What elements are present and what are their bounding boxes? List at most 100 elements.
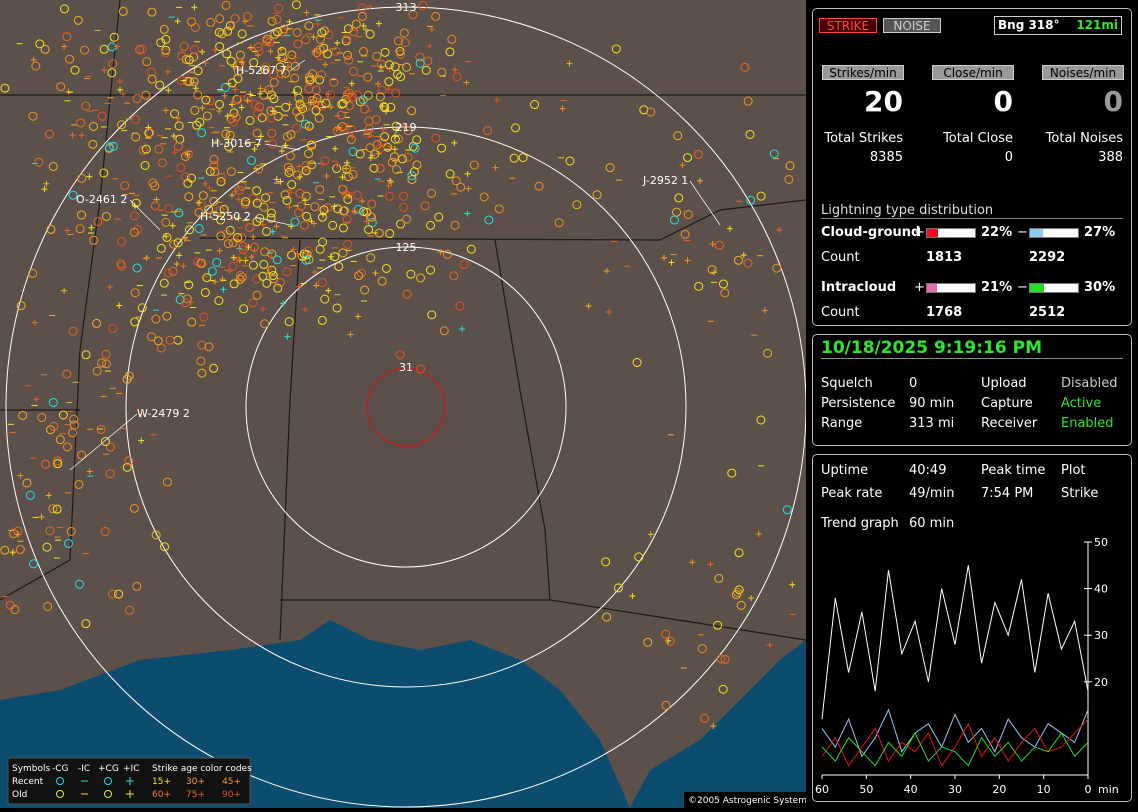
strike-symbol — [389, 152, 399, 162]
strike-symbol — [253, 108, 263, 118]
x-tick-label: 50 — [859, 783, 873, 796]
strike-symbol — [187, 17, 197, 27]
strike-symbol — [217, 173, 227, 183]
percent: 21% — [981, 280, 1013, 295]
strike-symbol — [129, 227, 139, 237]
count: 2512 — [1029, 305, 1066, 320]
rate-label: Noises/min — [1042, 65, 1124, 80]
strike-symbol — [709, 241, 716, 248]
strike-symbol — [154, 144, 164, 154]
strike-symbol — [286, 54, 296, 64]
strike-symbol — [232, 86, 239, 93]
strike-symbol — [451, 66, 458, 73]
strike-symbol — [215, 99, 225, 109]
strike-symbol — [278, 27, 288, 37]
strike-symbol — [334, 161, 341, 168]
strike-symbol — [338, 184, 348, 194]
strike-symbol — [603, 268, 610, 275]
strike-symbol — [73, 15, 83, 25]
strike-symbol — [281, 102, 291, 112]
strike-symbol — [789, 581, 796, 588]
strike-symbol — [62, 369, 72, 379]
strike-symbol — [25, 490, 35, 500]
strike-symbol — [447, 34, 457, 44]
strike-symbol — [304, 149, 314, 159]
strike-symbol — [338, 206, 348, 216]
strike-symbol — [74, 579, 84, 589]
strike-symbol — [459, 260, 469, 270]
strike-symbol — [164, 203, 174, 213]
x-tick-label: 20 — [992, 783, 1006, 796]
range-ring — [245, 246, 567, 568]
noise-button[interactable]: NOISE — [883, 18, 941, 33]
strike-symbol — [133, 225, 143, 235]
strike-symbol — [479, 192, 489, 202]
stat-label: Trend graph — [821, 516, 899, 531]
strike-symbol — [153, 336, 163, 346]
strike-symbol — [66, 526, 76, 536]
bearing: Bng 318° — [998, 18, 1060, 32]
strike-symbol — [745, 129, 755, 139]
copyright: ©2005 Astrogenic Systems — [688, 796, 806, 806]
borders — [0, 0, 806, 641]
strike-symbol — [534, 181, 544, 191]
strike-symbol — [311, 105, 321, 115]
strike-symbol — [328, 104, 335, 111]
strike-symbol — [331, 203, 338, 210]
strike-symbol — [130, 317, 140, 327]
strike-symbol — [328, 220, 338, 230]
strike-symbol — [392, 164, 402, 174]
strike-symbol — [451, 139, 458, 146]
strike-symbol — [270, 29, 280, 39]
strike-button[interactable]: STRIKE — [819, 18, 877, 33]
strike-symbol — [384, 191, 394, 201]
strike-symbol — [75, 224, 85, 234]
strike-symbol — [184, 192, 194, 202]
strike-symbol — [660, 254, 667, 261]
strike-symbol — [323, 172, 330, 179]
strike-symbol — [329, 77, 339, 87]
strike-symbol — [301, 102, 311, 112]
strike-symbol — [254, 52, 261, 59]
strike-symbol — [257, 113, 267, 123]
strike-symbol — [141, 144, 151, 154]
stat-label: Peak time — [981, 463, 1046, 478]
strike-symbol — [396, 219, 406, 229]
strike-symbol — [193, 90, 203, 100]
storm-label: O-2461 2 — [76, 193, 127, 206]
strike-symbol — [312, 48, 322, 58]
strike-symbol — [131, 198, 141, 208]
strike-symbol — [290, 246, 297, 253]
strike-symbol — [187, 317, 197, 327]
strike-symbol — [229, 279, 239, 289]
strike-symbol — [643, 637, 653, 647]
strike-symbol — [303, 246, 313, 256]
strike-symbol — [334, 262, 344, 272]
status-value: Enabled — [1061, 416, 1114, 431]
legend-age: 60+ — [152, 790, 171, 800]
total-value: 0 — [1004, 150, 1013, 165]
strike-symbol — [313, 282, 320, 289]
strike-symbol — [390, 134, 400, 144]
status-label: Range — [821, 416, 863, 431]
y-tick-label: 50 — [1094, 536, 1108, 549]
strike-symbol — [108, 59, 118, 69]
ring-label: 313 — [396, 1, 417, 14]
strike-symbol — [107, 589, 117, 599]
strike-symbol — [151, 530, 161, 540]
strike-symbol — [235, 196, 242, 203]
strike-symbol — [365, 143, 375, 153]
strike-symbol — [135, 45, 145, 55]
strike-symbol — [189, 45, 199, 55]
x-tick-label: 60 — [815, 783, 829, 796]
storm-leader — [69, 413, 138, 471]
strike-symbol — [226, 167, 236, 177]
strike-symbol — [559, 105, 566, 112]
strike-symbol — [684, 257, 691, 264]
status-value: 313 mi — [909, 416, 955, 431]
strike-symbol — [267, 48, 274, 55]
strike-symbol — [259, 90, 269, 100]
strike-symbol — [343, 50, 353, 60]
strike-symbol — [209, 196, 219, 206]
strike-symbol — [143, 254, 150, 261]
